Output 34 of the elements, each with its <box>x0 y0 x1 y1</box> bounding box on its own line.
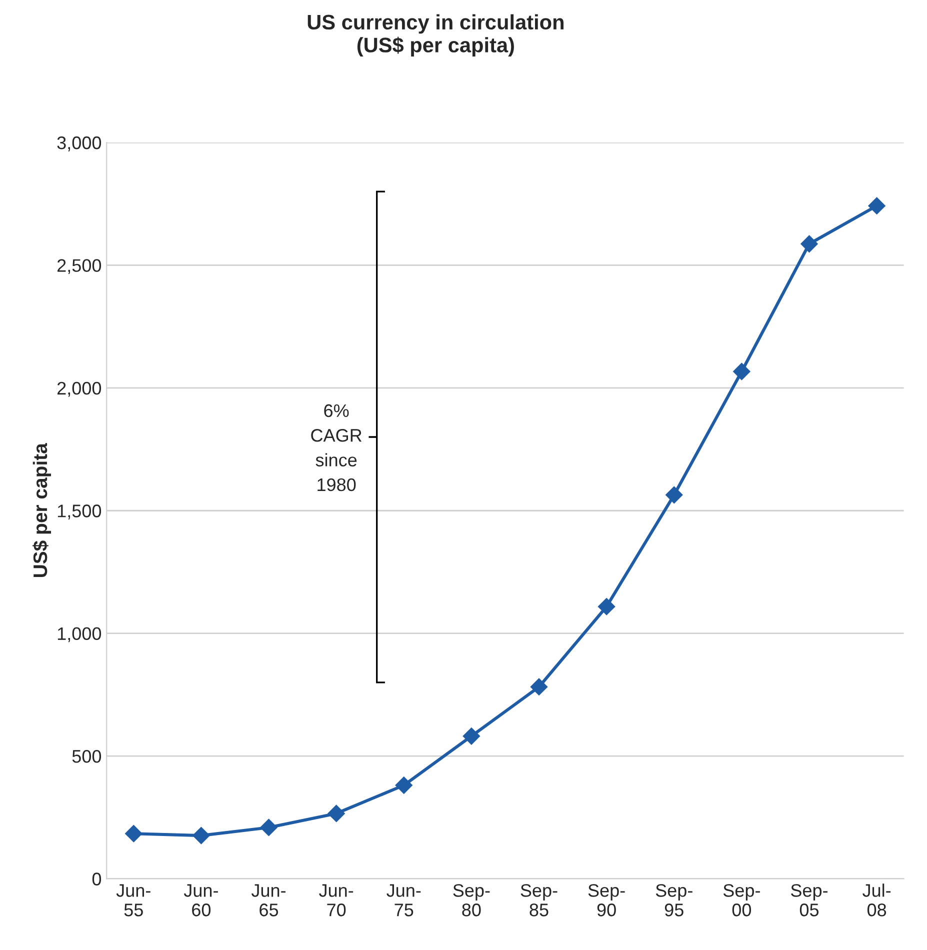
chart-title: US currency in circulation (US$ per capita) <box>308 14 564 57</box>
x-tick-label: Sep-80 <box>453 884 490 916</box>
x-tick-label: Sep-95 <box>656 884 692 916</box>
x-tick-label: Jun-70 <box>319 884 354 916</box>
y-tick-label: 1,500 <box>58 504 102 520</box>
x-tick-label: Jun-60 <box>184 884 218 916</box>
y-tick-label: 0 <box>92 872 102 886</box>
x-tick-label: Jun-55 <box>116 884 150 916</box>
point <box>868 197 886 214</box>
y-tick-label: 2,000 <box>57 382 102 397</box>
x-tick-label: Sep-85 <box>520 884 558 916</box>
x-tick-label: Jun-75 <box>386 884 421 916</box>
x-tick-label: Sep-90 <box>588 884 625 916</box>
point <box>530 678 548 696</box>
x-tick-label: Sep-00 <box>723 884 760 916</box>
point <box>328 804 345 822</box>
y-tick-label: 500 <box>72 750 102 763</box>
y-tick-label: 3,000 <box>57 136 102 152</box>
point <box>598 598 616 616</box>
y-axis-title: US$ per capita <box>32 442 52 577</box>
point <box>260 818 278 836</box>
point <box>800 235 818 252</box>
y-tick-label: 2,500 <box>57 259 102 274</box>
point <box>733 362 750 380</box>
point <box>666 486 683 504</box>
y-tick-label: 1,000 <box>58 627 102 642</box>
point <box>192 827 210 844</box>
point <box>125 825 142 842</box>
x-tick-label: Jun-65 <box>251 884 286 916</box>
x-tick-label: Jul-08 <box>862 884 891 916</box>
x-tick-label: Sep-05 <box>790 884 828 916</box>
point <box>395 776 412 794</box>
point <box>462 728 480 745</box>
annotation: 6% CAGR since 1980 <box>311 404 362 492</box>
